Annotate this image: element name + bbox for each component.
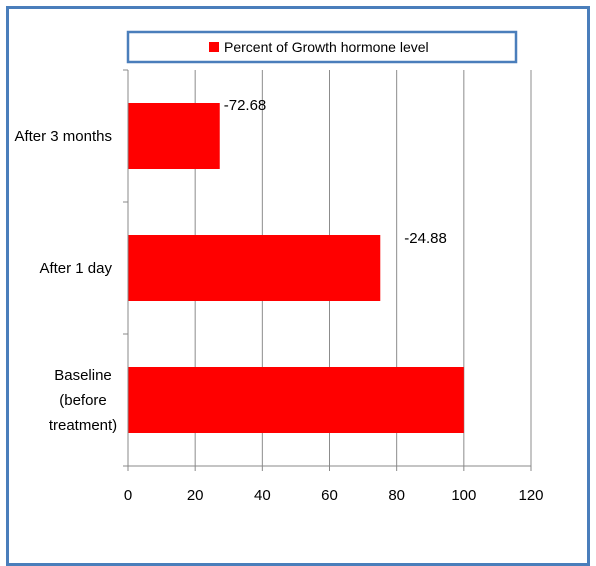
axes xyxy=(123,70,531,467)
data-label: -72.68 xyxy=(224,97,267,114)
x-tick-label: 60 xyxy=(321,487,338,504)
bar xyxy=(128,235,381,301)
legend-swatch xyxy=(209,42,219,52)
x-tick-label: 100 xyxy=(451,487,476,504)
x-tick-label: 40 xyxy=(254,487,271,504)
chart-stage: 0 20 40 60 80 100 120 Baseline (before treatment)… xyxy=(6,6,590,566)
x-tick-label: 120 xyxy=(518,487,543,504)
category-label: Baseline (before treatment) xyxy=(49,367,117,434)
legend-box xyxy=(126,30,518,64)
category-label: After 3 months xyxy=(14,128,112,145)
bar xyxy=(128,103,220,169)
legend: Percent of Growth hormone level xyxy=(126,30,518,64)
bar xyxy=(128,367,464,433)
category-label: After 1 day xyxy=(39,260,112,277)
data-label: -24.88 xyxy=(404,230,447,247)
bar-chart: 0 20 40 60 80 100 120 Baseline (before treatment)… xyxy=(14,30,544,504)
labels: 0 20 40 60 80 100 120 Baseline (before treatment)… xyxy=(14,97,543,504)
x-tick-label: 80 xyxy=(388,487,405,504)
bars xyxy=(128,103,464,433)
x-tick-label: 20 xyxy=(187,487,204,504)
x-tick-label: 0 xyxy=(124,487,132,504)
legend-label: Percent of Growth hormone level xyxy=(224,39,429,55)
